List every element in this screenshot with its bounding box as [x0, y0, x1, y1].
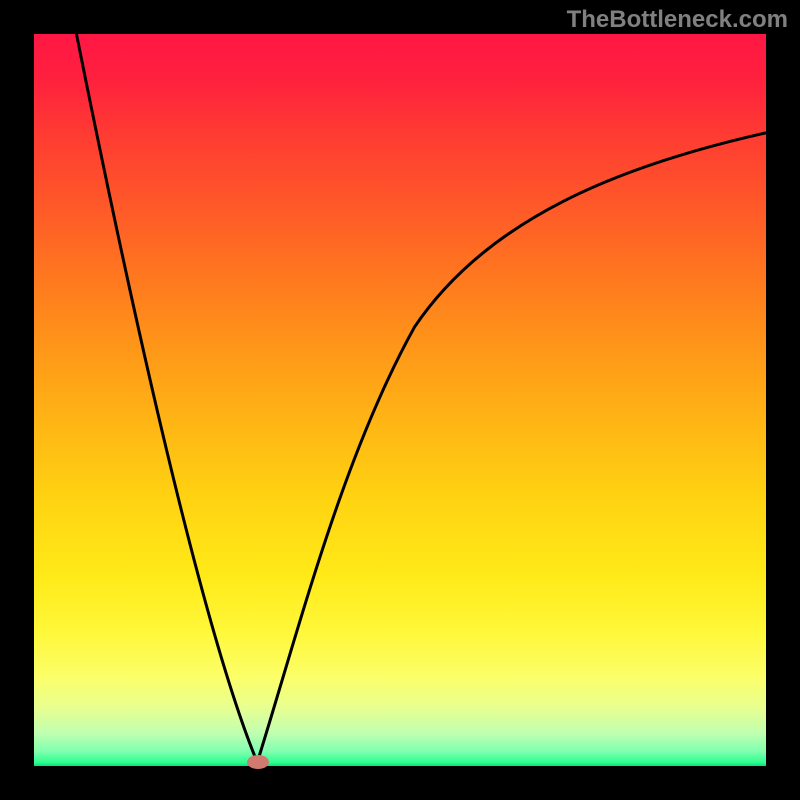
- minimum-marker: [247, 755, 269, 769]
- plot-area: [34, 34, 766, 766]
- curve-layer: [34, 34, 766, 766]
- bottleneck-curve: [76, 34, 766, 762]
- chart-frame: TheBottleneck.com: [0, 0, 800, 800]
- watermark-text: TheBottleneck.com: [567, 6, 788, 34]
